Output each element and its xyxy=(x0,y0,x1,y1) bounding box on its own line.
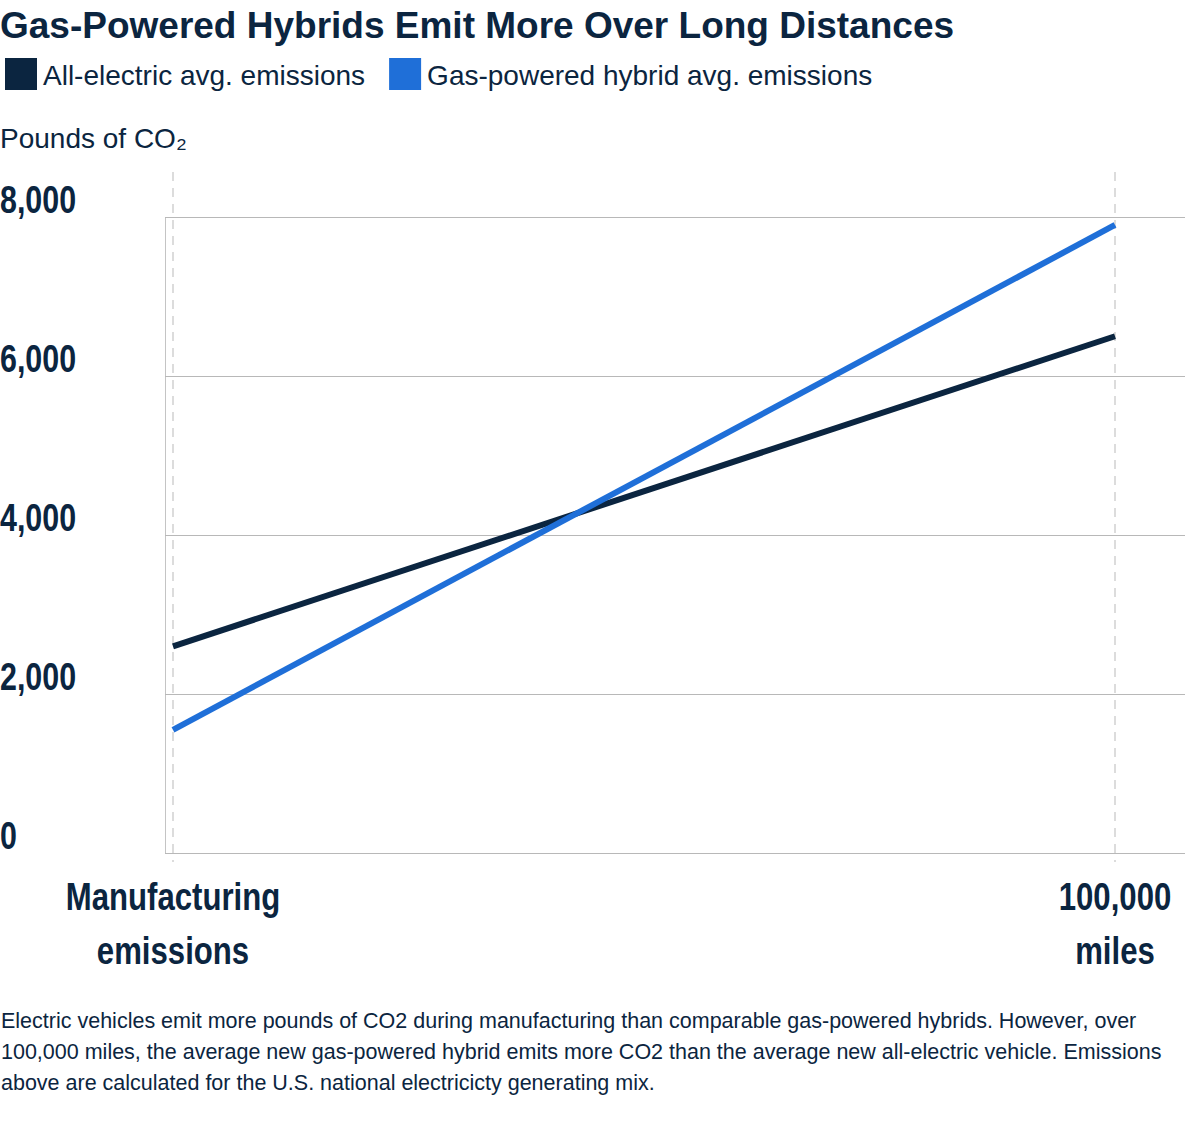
x-tick-label: Manufacturing emissions xyxy=(66,876,281,972)
grid-line xyxy=(165,535,1185,536)
chart: Gas-Powered Hybrids Emit More Over Long … xyxy=(0,0,1185,1004)
grid-line xyxy=(165,694,1185,695)
x-tick-label-line: emissions xyxy=(97,930,249,972)
grid-line xyxy=(165,376,1185,377)
x-tick-label-line: 100,000 xyxy=(1059,876,1172,918)
x-tick-label-line: miles xyxy=(1075,930,1155,972)
legend-item: Gas-powered hybrid avg. emissions xyxy=(389,58,872,91)
y-axis-title: Pounds of CO₂ xyxy=(0,123,187,154)
x-tick-label-line: Manufacturing xyxy=(66,876,281,918)
x-guide xyxy=(172,172,174,862)
legend-swatch xyxy=(5,58,37,90)
note: Electric vehicles emit more pounds of CO… xyxy=(1,1006,1179,1099)
y-tick-label: 4,000 xyxy=(0,497,76,539)
y-tick: 0 xyxy=(0,815,1185,857)
plot-area xyxy=(173,225,1115,730)
y-tick-label: 2,000 xyxy=(0,656,76,698)
y-axis: 0 2,000 4,000 6,000 8,000 xyxy=(0,179,1185,857)
title: Gas-Powered Hybrids Emit More Over Long … xyxy=(0,5,954,46)
grid-line xyxy=(165,853,1185,854)
x-tick-label: 100,000 miles xyxy=(1059,876,1172,972)
series-line xyxy=(173,225,1115,730)
page: Gas-Powered Hybrids Emit More Over Long … xyxy=(0,0,1185,1129)
y-tick-label: 8,000 xyxy=(0,179,76,221)
legend-item: All-electric avg. emissions xyxy=(5,58,365,91)
legend-label: Gas-powered hybrid avg. emissions xyxy=(427,60,872,91)
legend-swatch xyxy=(389,58,421,90)
legend-label: All-electric avg. emissions xyxy=(43,60,365,91)
x-axis: Manufacturing emissions 100,000 miles xyxy=(66,876,1172,972)
y-tick: 2,000 xyxy=(0,656,1185,698)
y-tick: 8,000 xyxy=(0,179,1185,221)
y-tick-label: 0 xyxy=(0,815,17,857)
y-tick-label: 6,000 xyxy=(0,338,76,380)
x-guides xyxy=(173,172,1115,862)
grid-line xyxy=(165,217,1185,218)
legend: All-electric avg. emissions Gas-powered h… xyxy=(5,58,872,91)
series-line xyxy=(173,336,1115,646)
chart-svg: Gas-Powered Hybrids Emit More Over Long … xyxy=(0,0,1185,1000)
x-guide xyxy=(1114,172,1116,862)
